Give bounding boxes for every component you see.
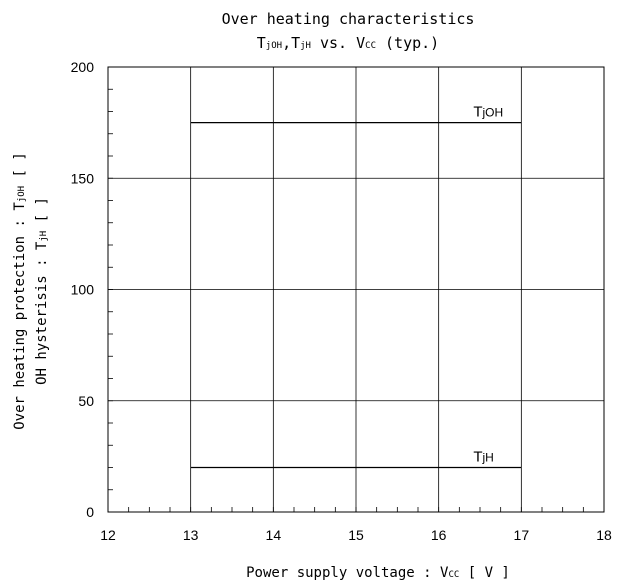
x-axis-label: Power supply voltage : VCC [ V ] — [246, 565, 510, 581]
series-group: TjOH TjH — [190, 104, 522, 469]
x-tick-label: 18 — [596, 527, 612, 543]
y-tick-label: 50 — [78, 393, 94, 409]
plot-frame — [107, 66, 605, 513]
y-tick-labels: 0 50 100 150 200 — [71, 59, 95, 520]
y-tick-label: 100 — [71, 282, 95, 298]
x-tick-label: 15 — [348, 527, 364, 543]
minor-ticks — [107, 66, 605, 513]
y-tick-label: 0 — [86, 504, 94, 520]
x-tick-label: 16 — [431, 527, 447, 543]
x-tick-label: 17 — [514, 527, 530, 543]
x-tick-label: 14 — [266, 527, 282, 543]
series-label-tjh: TjH — [473, 449, 494, 466]
x-tick-label: 12 — [100, 527, 116, 543]
series-label-tjoh: TjOH — [473, 104, 503, 121]
x-tick-label: 13 — [183, 527, 199, 543]
chart-title: Over heating characteristics — [222, 10, 475, 28]
grid-lines — [108, 67, 604, 512]
y-tick-label: 200 — [71, 59, 95, 75]
y-axis-label-line1: Over heating protection : TjOH [ ] — [12, 152, 28, 430]
y-tick-label: 150 — [71, 170, 95, 186]
x-tick-labels: 12 13 14 15 16 17 18 — [100, 527, 612, 543]
chart-subtitle: TjOH,TjH vs. VCC (typ.) — [257, 34, 439, 52]
y-axis-label-line2: OH hysterisis : TjH [ ] — [34, 197, 50, 385]
